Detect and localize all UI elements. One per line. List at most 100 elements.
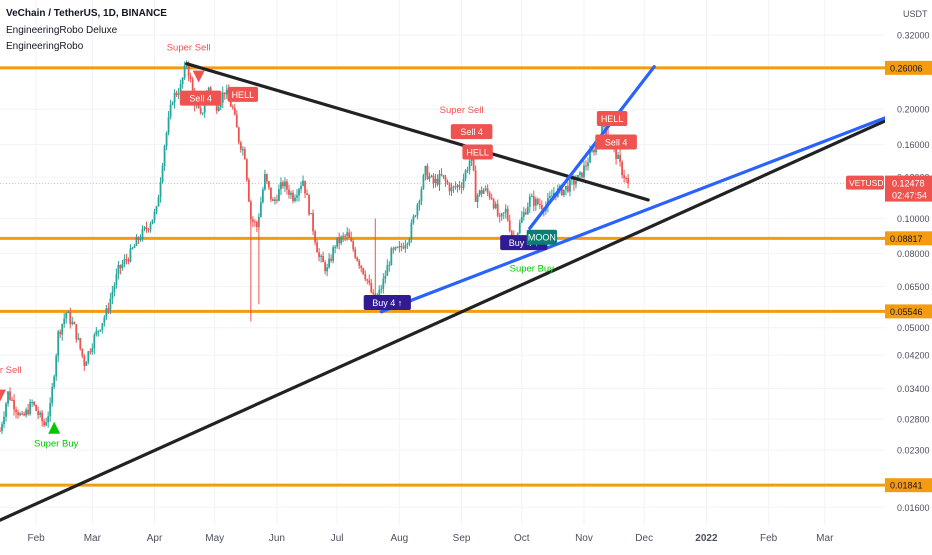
candle-body bbox=[157, 197, 160, 207]
candle-body bbox=[442, 175, 445, 177]
candle-body bbox=[139, 239, 142, 241]
candle-body bbox=[5, 403, 7, 417]
candle-body bbox=[53, 376, 56, 388]
signal-label-bg bbox=[462, 144, 493, 160]
time-tick-label: Mar bbox=[816, 533, 834, 544]
candle-body bbox=[15, 409, 17, 413]
time-tick-label: Jun bbox=[269, 533, 285, 544]
candle-body bbox=[69, 312, 72, 325]
price-tick-label: 0.06500 bbox=[897, 282, 930, 292]
candle-body bbox=[426, 166, 429, 180]
candle-body bbox=[199, 108, 202, 114]
candle-body bbox=[344, 235, 347, 237]
candle-body bbox=[372, 292, 375, 294]
time-tick-label: Mar bbox=[84, 533, 102, 544]
candle-body bbox=[167, 116, 170, 133]
price-axis-panel bbox=[885, 0, 932, 550]
candle-body bbox=[123, 259, 126, 265]
candle-body bbox=[450, 187, 453, 192]
candle-body bbox=[412, 216, 415, 223]
candle-body bbox=[286, 181, 288, 190]
candle-body bbox=[346, 232, 349, 236]
candle-body bbox=[270, 187, 272, 200]
candle-body bbox=[623, 175, 626, 178]
candle-body bbox=[334, 246, 337, 248]
candle-body bbox=[304, 180, 306, 194]
candle-body bbox=[480, 190, 483, 194]
candle-body bbox=[416, 204, 419, 216]
candle-body bbox=[135, 237, 138, 246]
symbol-title: VeChain / TetherUS, 1D, BINANCE bbox=[6, 8, 167, 19]
candle-body bbox=[81, 348, 84, 356]
indicator-legend-deluxe[interactable]: EngineeringRobo Deluxe bbox=[6, 25, 118, 36]
candle-body bbox=[266, 174, 268, 182]
candle-body bbox=[241, 149, 244, 151]
candle-body bbox=[388, 265, 391, 267]
candle-body bbox=[538, 203, 541, 206]
signal-label-bg bbox=[363, 294, 411, 310]
time-tick-label: Apr bbox=[147, 533, 163, 544]
price-tick-label: 0.05000 bbox=[897, 323, 930, 333]
candle-body bbox=[504, 208, 507, 213]
candle-body bbox=[278, 189, 280, 201]
signal-text: Super Buy bbox=[510, 263, 555, 274]
candle-body bbox=[143, 227, 146, 229]
candle-body bbox=[318, 252, 320, 257]
candle-body bbox=[625, 177, 628, 179]
candle-body bbox=[498, 215, 501, 217]
candle-body bbox=[85, 361, 88, 366]
signal-markers: VETUSDT Super Sell Sell 4 HELL Super Sell Sel… bbox=[0, 43, 889, 450]
candle-body bbox=[165, 132, 168, 147]
candle-body bbox=[261, 189, 264, 203]
signal-label: Buy 4 ↑ bbox=[509, 238, 539, 248]
candle-body bbox=[183, 65, 186, 78]
candle-body bbox=[235, 114, 238, 128]
candle-body bbox=[428, 176, 431, 180]
candle-body bbox=[482, 189, 485, 194]
candle-body bbox=[255, 221, 258, 227]
candle-body bbox=[565, 185, 567, 190]
candle-body bbox=[366, 279, 369, 281]
candle-body bbox=[340, 236, 343, 244]
candle-body bbox=[93, 334, 96, 349]
candle-body bbox=[19, 413, 21, 416]
candle-body bbox=[360, 265, 363, 269]
candle-body bbox=[358, 260, 361, 266]
candle-body bbox=[490, 197, 493, 200]
candle-body bbox=[223, 92, 226, 95]
price-tick-label: 0.20000 bbox=[897, 105, 930, 115]
candle-body bbox=[591, 149, 593, 152]
signal-label: MOON bbox=[528, 233, 556, 243]
candle-body bbox=[424, 166, 427, 176]
candle-body bbox=[117, 264, 120, 275]
level-label-bg bbox=[885, 304, 932, 319]
support-resistance-levels bbox=[0, 66, 885, 487]
candle-body bbox=[432, 175, 435, 184]
candle-body bbox=[496, 204, 499, 216]
candle-body bbox=[268, 181, 270, 188]
price-axis[interactable]: 0.320000.260000.200000.160000.130000.100… bbox=[885, 0, 932, 550]
candle-body bbox=[603, 126, 605, 128]
candle-body bbox=[181, 77, 184, 85]
candle-body bbox=[400, 245, 403, 248]
candle-body bbox=[406, 243, 409, 246]
indicator-legend-robo[interactable]: EngineeringRobo bbox=[6, 41, 84, 52]
candle-body bbox=[328, 258, 331, 268]
candle-body bbox=[486, 188, 489, 193]
candle-body bbox=[237, 127, 240, 143]
candle-body bbox=[217, 107, 220, 111]
candle-body bbox=[550, 195, 553, 197]
candle-body bbox=[263, 174, 266, 190]
candle-body bbox=[239, 142, 242, 150]
candle-body bbox=[332, 247, 335, 261]
candle-body bbox=[540, 205, 543, 209]
candle-body bbox=[87, 351, 90, 362]
candle-body bbox=[526, 206, 529, 215]
time-tick-label: Dec bbox=[635, 533, 653, 544]
signal-label-bg bbox=[526, 229, 558, 245]
time-axis[interactable]: Feb Mar Apr May Jun Jul Aug Sep Oct Nov Dec 2022 Feb… bbox=[28, 533, 835, 544]
candle-body bbox=[105, 308, 108, 318]
candle-body bbox=[460, 186, 463, 188]
